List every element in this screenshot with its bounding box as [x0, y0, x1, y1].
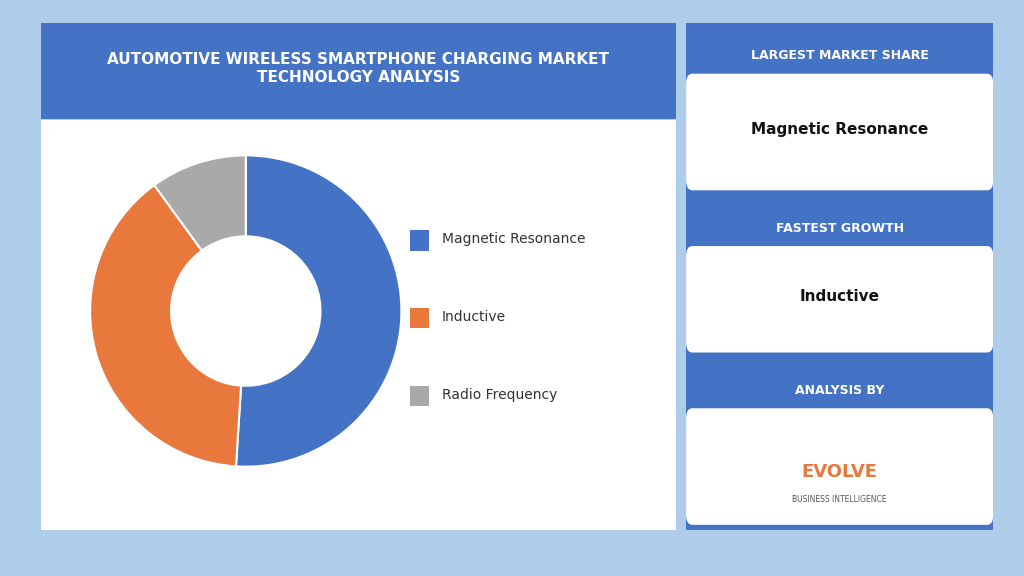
FancyBboxPatch shape — [677, 190, 1002, 363]
Text: LARGEST MARKET SHARE: LARGEST MARKET SHARE — [751, 50, 929, 62]
FancyBboxPatch shape — [677, 353, 1002, 535]
Text: AUTOMOTIVE WIRELESS SMARTPHONE CHARGING MARKET
TECHNOLOGY ANALYSIS: AUTOMOTIVE WIRELESS SMARTPHONE CHARGING … — [108, 52, 609, 85]
Wedge shape — [155, 156, 246, 251]
FancyBboxPatch shape — [686, 408, 993, 525]
Bar — [410, 386, 429, 406]
Text: Radio Frequency: Radio Frequency — [441, 388, 557, 401]
Text: 51%: 51% — [216, 307, 275, 331]
Text: Inductive: Inductive — [800, 289, 880, 304]
Text: Magnetic Resonance: Magnetic Resonance — [751, 122, 929, 137]
Text: Inductive: Inductive — [441, 310, 506, 324]
FancyBboxPatch shape — [686, 74, 993, 190]
Text: Magnetic Resonance: Magnetic Resonance — [441, 232, 585, 246]
Text: EVOLVE: EVOLVE — [802, 463, 878, 480]
Text: ANALYSIS BY: ANALYSIS BY — [795, 384, 885, 397]
FancyBboxPatch shape — [677, 18, 1002, 200]
Wedge shape — [90, 185, 241, 467]
Bar — [410, 230, 429, 251]
Wedge shape — [236, 156, 401, 467]
FancyBboxPatch shape — [686, 246, 993, 353]
Text: FASTEST GROWTH: FASTEST GROWTH — [775, 222, 904, 235]
FancyBboxPatch shape — [35, 18, 682, 119]
Text: BUSINESS INTELLIGENCE: BUSINESS INTELLIGENCE — [793, 495, 887, 504]
FancyBboxPatch shape — [29, 13, 688, 540]
Bar — [410, 308, 429, 328]
